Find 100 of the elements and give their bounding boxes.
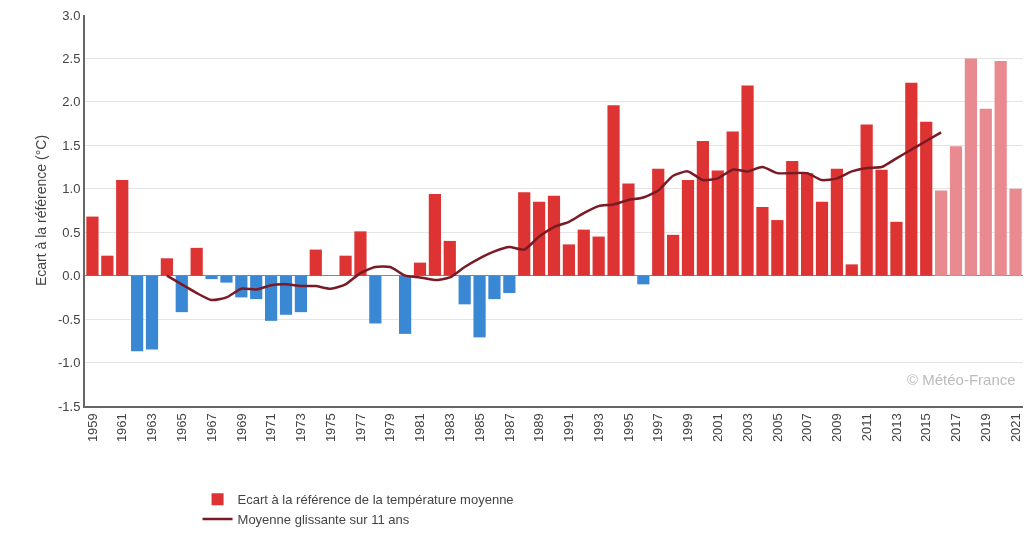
bar	[801, 173, 814, 276]
bar	[503, 275, 516, 294]
bar	[815, 201, 829, 276]
x-tick-label: 1983	[442, 413, 458, 443]
y-tick-label: -1.0	[57, 355, 81, 371]
bar	[964, 58, 977, 276]
bar	[443, 240, 456, 276]
y-tick-label: 0.5	[62, 224, 81, 240]
x-tick-label: 1977	[352, 413, 368, 443]
bar	[399, 275, 412, 334]
x-tick-label: 1985	[471, 413, 487, 443]
bar	[681, 180, 695, 276]
x-tick-label: 1971	[263, 413, 279, 443]
y-tick-label: 1.0	[62, 181, 81, 197]
bar	[116, 180, 129, 276]
x-tick-label: 1961	[114, 413, 130, 443]
x-tick-label: 1969	[233, 413, 249, 443]
bar	[667, 234, 680, 276]
bar	[369, 275, 382, 324]
y-tick-label: 3.0	[62, 7, 81, 23]
bar	[294, 275, 307, 313]
bar	[726, 131, 739, 276]
bar	[949, 146, 963, 276]
bar	[547, 195, 561, 276]
bar	[920, 121, 933, 276]
bar	[592, 236, 605, 276]
x-tick-label: 1997	[650, 413, 666, 443]
bar	[830, 168, 843, 276]
bar	[220, 275, 233, 283]
x-tick-label: 1995	[620, 413, 636, 443]
x-tick-label: 2003	[739, 413, 755, 443]
x-tick-label: 1967	[203, 413, 219, 443]
bar	[562, 244, 575, 276]
x-tick-label: 1987	[501, 413, 517, 443]
x-tick-label: 2021	[1007, 413, 1023, 443]
x-tick-label: 2009	[829, 413, 845, 443]
bar	[607, 105, 620, 276]
x-tick-label: 1991	[561, 413, 577, 443]
bar	[845, 264, 858, 276]
x-tick-label: 1989	[531, 413, 547, 443]
bar	[577, 229, 590, 276]
bar	[145, 275, 159, 350]
bar	[994, 61, 1007, 276]
bar	[771, 220, 784, 276]
x-tick-label: 2013	[888, 413, 904, 443]
bar	[473, 275, 486, 338]
bar	[905, 82, 918, 276]
bar	[279, 275, 293, 315]
y-tick-label: 1.5	[62, 137, 81, 153]
bar	[428, 193, 441, 276]
x-tick-label: 2017	[948, 413, 964, 443]
bar	[101, 255, 114, 276]
bar	[637, 275, 650, 285]
bar	[339, 255, 352, 276]
bar	[205, 275, 218, 280]
bar	[979, 108, 992, 276]
y-tick-label: 2.0	[62, 94, 81, 110]
x-tick-label: 2019	[978, 413, 994, 443]
y-tick-label: 2.5	[62, 50, 81, 66]
x-tick-label: 1993	[590, 413, 606, 443]
bar	[265, 275, 278, 321]
x-tick-label: 1979	[382, 413, 398, 443]
bar	[875, 169, 888, 276]
bar	[652, 168, 665, 276]
x-tick-label: 1959	[84, 413, 100, 443]
bar	[756, 207, 769, 276]
x-tick-label: 1981	[412, 413, 428, 443]
bar	[458, 275, 471, 305]
bar	[131, 275, 144, 352]
bar	[696, 140, 709, 276]
bar	[488, 275, 501, 300]
bar	[935, 190, 948, 276]
bar	[160, 258, 173, 276]
bar	[1009, 188, 1022, 276]
bar	[860, 124, 873, 276]
x-tick-label: 1999	[680, 413, 696, 443]
legend-label: Ecart à la référence de la température moyenne	[237, 492, 514, 508]
x-tick-label: 1965	[174, 413, 190, 443]
bar	[518, 192, 531, 276]
bar	[741, 85, 754, 276]
y-tick-label: 0.0	[62, 268, 81, 284]
y-axis-title: Ecart à la référence (°C)	[33, 134, 49, 287]
legend-label: Moyenne glissante sur 11 ans	[237, 512, 410, 528]
bar	[190, 247, 203, 276]
bar	[622, 183, 635, 276]
x-tick-label: 2001	[710, 413, 726, 443]
bar	[890, 221, 903, 276]
line-series	[165, 131, 943, 302]
bar	[786, 160, 799, 276]
bar	[354, 231, 367, 276]
x-tick-label: 1975	[322, 413, 338, 443]
bar	[711, 170, 724, 276]
x-tick-label: 2005	[769, 413, 785, 443]
bar	[86, 216, 99, 276]
y-tick-label: -1.5	[57, 398, 81, 414]
y-tick-label: -0.5	[57, 311, 81, 327]
x-tick-label: 2011	[858, 413, 874, 442]
x-tick-label: 2007	[799, 413, 815, 443]
x-tick-label: 2015	[918, 413, 934, 443]
bar	[413, 262, 427, 276]
